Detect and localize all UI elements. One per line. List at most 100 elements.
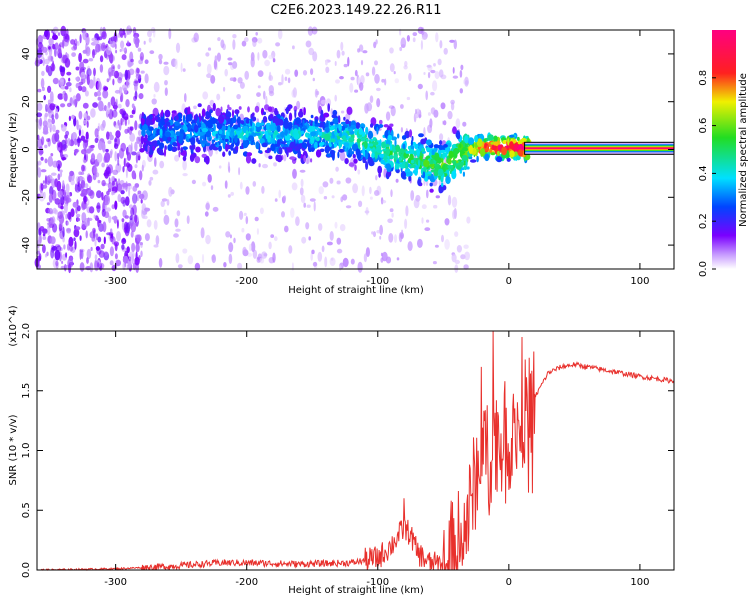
spectrogram-ridge-mark (219, 137, 222, 142)
spectrogram-noise-mark (182, 159, 187, 171)
spectrogram-noise-mark (405, 205, 409, 217)
spectrogram-noise-mark (121, 221, 125, 230)
spectrogram-noise-mark (202, 91, 209, 100)
spectrogram-noise-mark (70, 179, 75, 186)
spectrogram-noise-mark (359, 82, 364, 91)
spectrogram-noise-mark (385, 111, 391, 121)
spectrogram-ridge-mark (354, 164, 357, 171)
spectrogram-ridge-mark (310, 136, 315, 144)
spectrogram-noise-mark (66, 228, 71, 234)
spectrogram-ridge-mark (346, 106, 353, 116)
spectrogram-noise-mark (52, 207, 57, 214)
spectrogram-noise-mark (102, 221, 107, 233)
spectrogram-ridge-mark (233, 149, 236, 154)
spectrogram-noise-mark (41, 70, 45, 76)
spectrogram-ridge-mark (405, 150, 410, 154)
spectrogram-noise-mark (336, 49, 341, 59)
spectrogram-noise-mark (345, 113, 351, 121)
spectrogram-ridge-mark (286, 147, 293, 153)
spectrogram-noise-mark (308, 47, 315, 56)
spectrogram-ridge-mark (326, 153, 332, 158)
spectrogram-noise-mark (92, 102, 98, 108)
spectrogram-ridge-mark (198, 122, 202, 127)
spectrogram-ridge-mark (429, 188, 434, 193)
spectrogram-noise-mark (352, 183, 358, 194)
spectrogram-noise-mark (52, 124, 56, 132)
spectrogram-ridge-mark (476, 155, 479, 163)
spectrogram-noise-mark (39, 226, 45, 232)
spectrogram-noise-mark (415, 108, 417, 115)
spectrogram-noise-mark (325, 60, 328, 66)
spectrogram-noise-mark (114, 138, 118, 143)
spectrogram-ridge-mark (289, 156, 296, 160)
spectrogram-noise-mark (144, 233, 150, 242)
spectrogram-noise-mark (206, 63, 212, 75)
x-tick-label: 100 (630, 577, 649, 588)
spectrogram-ridge-mark (141, 117, 145, 126)
snr-y-ticks: 0.0 0.5 1.0 1.5 2.0 (21, 323, 674, 578)
spectrogram-ridge-mark (507, 138, 510, 146)
spectrogram-ridge-mark (255, 122, 261, 128)
spectrogram-noise-mark (440, 102, 446, 110)
spectrogram-noise-mark (72, 95, 78, 107)
spectrogram-noise-mark (324, 256, 328, 268)
spectrogram-noise-mark (365, 72, 370, 77)
spectrogram-ridge-mark (493, 135, 498, 143)
spectrogram-noise-mark (294, 69, 299, 77)
spectrogram-noise-mark (52, 77, 59, 85)
spectrogram-noise-mark (120, 48, 127, 52)
spectrogram-noise-mark (45, 64, 50, 73)
spectrogram-noise-mark (391, 212, 394, 218)
spectrogram-y-label: Frequency (Hz) (8, 112, 19, 188)
spectrogram-ridge-mark (431, 149, 435, 156)
spectrogram-noise-mark (193, 32, 199, 43)
spectrogram-ridge-mark (370, 123, 374, 128)
spectrogram-ridge-mark (351, 151, 355, 155)
spectrogram-noise-mark (151, 98, 157, 105)
spectrogram-noise-mark (56, 180, 62, 192)
spectrogram-noise-mark (130, 222, 137, 233)
spectrogram-noise-mark (311, 249, 315, 255)
spectrogram-noise-mark (163, 209, 167, 215)
spectrogram-ridge-mark (395, 168, 400, 174)
spectrogram-noise-mark (99, 55, 104, 63)
spectrogram-ridge-mark (303, 155, 307, 163)
spectrogram-noise-mark (40, 78, 45, 89)
spectrogram-noise-mark (134, 256, 140, 266)
spectrogram-noise-mark (39, 117, 43, 127)
spectrogram-ridge-mark (441, 182, 444, 187)
spectrogram-noise-mark (102, 89, 109, 99)
spectrogram-noise-mark (124, 69, 128, 81)
spectrogram-noise-mark (400, 232, 404, 240)
spectrogram-noise-mark (239, 210, 244, 220)
spectrogram-noise-mark (94, 254, 98, 261)
spectrogram-ridge-mark (178, 135, 184, 144)
spectrogram-noise-mark (95, 43, 101, 53)
x-tick-label: -200 (235, 276, 258, 287)
spectrogram-ridge-mark (251, 112, 255, 117)
spectrogram-ridge-mark (293, 128, 299, 136)
spectrogram-noise-mark (116, 152, 120, 160)
spectrogram-noise-mark (425, 90, 429, 101)
spectrogram-noise-mark (256, 228, 259, 235)
spectrogram-noise-mark (257, 85, 261, 89)
spectrogram-ridge-mark (164, 131, 171, 138)
spectrogram-ridge-mark (410, 159, 415, 164)
spectrogram-noise-mark (110, 96, 116, 107)
spectrogram-noise-mark (335, 166, 339, 172)
spectrogram-noise-mark (97, 100, 104, 112)
spectrogram-noise-mark (339, 224, 346, 232)
spectrogram-noise-mark (224, 180, 228, 189)
spectrogram-ridge-mark (410, 139, 413, 146)
spectrogram-ridge-mark (205, 110, 212, 118)
spectrogram-ridge-mark (340, 121, 347, 125)
spectrogram-ridge-mark (314, 141, 318, 149)
colorbar-tick-label: 0.6 (698, 118, 709, 134)
spectrogram-noise-mark (439, 40, 443, 49)
spectrogram-noise-mark (62, 91, 65, 100)
spectrogram-ridge-mark (422, 171, 426, 179)
spectrogram-ridge-mark (270, 143, 276, 152)
spectrogram-noise-mark (312, 77, 315, 82)
spectrogram-ridge-mark (338, 141, 341, 150)
spectrogram-noise-mark (134, 141, 138, 152)
